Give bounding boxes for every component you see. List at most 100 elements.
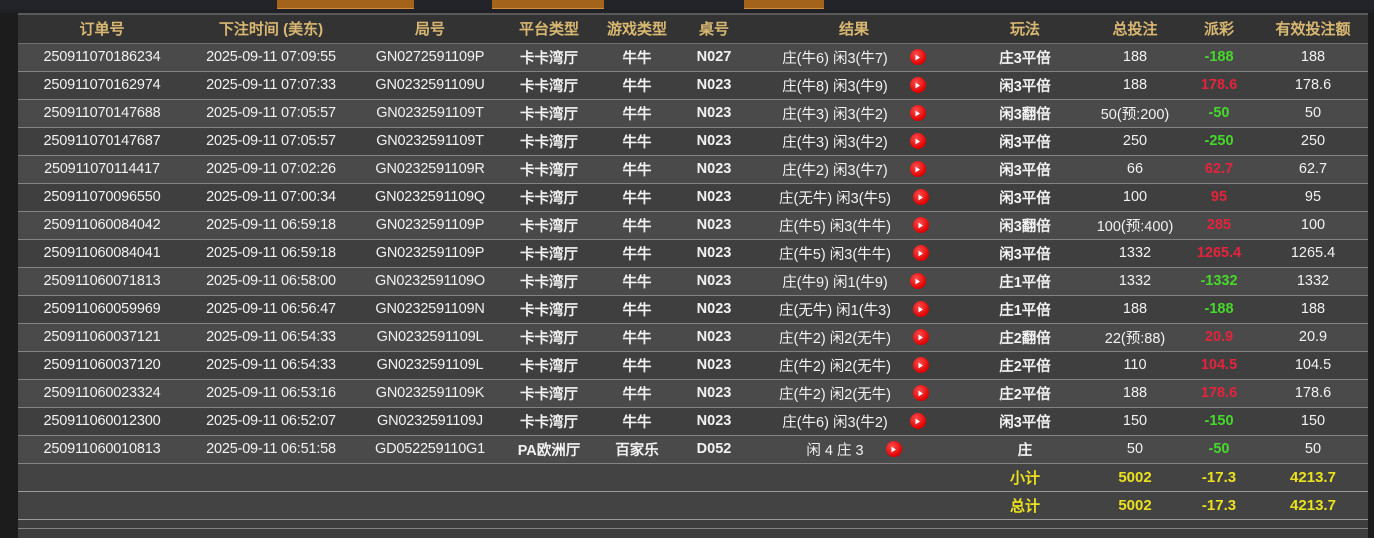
cell-play-type: 庄1平倍 [960, 295, 1090, 324]
cell-order-id: 250911060010813 [18, 435, 186, 464]
table-row[interactable]: 250911060010813 2025-09-11 06:51:58 GD0522… [18, 435, 1368, 464]
header-payout[interactable]: 派彩 [1180, 15, 1258, 44]
cell-play-type: 庄2平倍 [960, 379, 1090, 408]
cell-result: 庄(无牛) 闲1(牛3) [748, 295, 960, 324]
result-text: 庄(牛5) 闲3(牛牛) [779, 218, 891, 235]
result-text: 庄(无牛) 闲1(牛3) [779, 302, 891, 319]
header-result[interactable]: 结果 [748, 15, 960, 44]
play-icon[interactable] [909, 77, 926, 93]
header-play-type[interactable]: 玩法 [960, 15, 1090, 44]
cell-platform: 卡卡湾厅 [504, 267, 594, 296]
table-row[interactable]: 250911070114417 2025-09-11 07:02:26 GN0232… [18, 155, 1368, 184]
cell-bet-time: 2025-09-11 06:54:33 [186, 323, 356, 352]
header-game-type[interactable]: 游戏类型 [594, 15, 680, 44]
play-icon[interactable] [909, 49, 926, 65]
table-row[interactable]: 250911070096550 2025-09-11 07:00:34 GN0232… [18, 183, 1368, 212]
cell-round-id: GN0232591109T [356, 127, 504, 156]
cell-round-id: GN0232591109O [356, 267, 504, 296]
table-row[interactable]: 250911060071813 2025-09-11 06:58:00 GN0232… [18, 267, 1368, 296]
cell-order-id: 250911060084042 [18, 211, 186, 240]
header-bet-time[interactable]: 下注时间 (美东) [186, 15, 356, 44]
top-toolbar-strip [0, 0, 1374, 13]
toolbar-button-2[interactable] [492, 0, 604, 9]
cell-total-bet: 22(预:88) [1090, 323, 1180, 352]
header-valid-bet[interactable]: 有效投注额 [1258, 15, 1368, 44]
header-platform[interactable]: 平台类型 [504, 15, 594, 44]
table-row[interactable]: 250911060023324 2025-09-11 06:53:16 GN0232… [18, 379, 1368, 408]
play-icon[interactable] [912, 217, 929, 233]
table-row[interactable]: 250911060084042 2025-09-11 06:59:18 GN0232… [18, 211, 1368, 240]
cell-result: 闲 4 庄 3 [748, 435, 960, 464]
play-icon[interactable] [909, 133, 926, 149]
summary-valid-bet: 4213.7 [1258, 462, 1368, 492]
table-bottom-fill [18, 528, 1368, 538]
cell-result: 庄(牛5) 闲3(牛牛) [748, 239, 960, 268]
summary-total-bet: 5002 [1090, 490, 1180, 520]
cell-total-bet: 250 [1090, 127, 1180, 156]
cell-platform: 卡卡湾厅 [504, 71, 594, 100]
cell-order-id: 250911070114417 [18, 155, 186, 184]
cell-payout: 20.9 [1180, 323, 1258, 352]
play-icon[interactable] [912, 357, 929, 373]
table-row[interactable]: 250911060037120 2025-09-11 06:54:33 GN0232… [18, 351, 1368, 380]
summary-spacer: . [18, 462, 960, 492]
play-icon[interactable] [912, 329, 929, 345]
summary-total-bet: 5002 [1090, 462, 1180, 492]
cell-bet-time: 2025-09-11 07:05:57 [186, 99, 356, 128]
cell-valid-bet: 178.6 [1258, 71, 1368, 100]
table-row[interactable]: 250911070162974 2025-09-11 07:07:33 GN0232… [18, 71, 1368, 100]
cell-game-type: 牛牛 [594, 211, 680, 240]
play-icon[interactable] [912, 385, 929, 401]
cell-game-type: 牛牛 [594, 71, 680, 100]
cell-valid-bet: 100 [1258, 211, 1368, 240]
header-order-id[interactable]: 订单号 [18, 15, 186, 44]
summary-spacer: . [18, 490, 960, 520]
cell-table-no: N023 [680, 183, 748, 212]
cell-table-no: N023 [680, 323, 748, 352]
cell-platform: PA欧洲厅 [504, 435, 594, 464]
header-round-id[interactable]: 局号 [356, 15, 504, 44]
cell-order-id: 250911070096550 [18, 183, 186, 212]
cell-payout: 1265.4 [1180, 239, 1258, 268]
header-table-no[interactable]: 桌号 [680, 15, 748, 44]
cell-game-type: 牛牛 [594, 323, 680, 352]
cell-table-no: N027 [680, 43, 748, 72]
table-row[interactable]: 250911060084041 2025-09-11 06:59:18 GN0232… [18, 239, 1368, 268]
cell-round-id: GN0232591109P [356, 211, 504, 240]
result-text: 庄(牛2) 闲2(无牛) [779, 330, 891, 347]
cell-table-no: N023 [680, 155, 748, 184]
table-row[interactable]: 250911070147687 2025-09-11 07:05:57 GN0232… [18, 127, 1368, 156]
play-icon[interactable] [909, 105, 926, 121]
play-icon[interactable] [909, 273, 926, 289]
toolbar-button-1[interactable] [277, 0, 414, 9]
cell-bet-time: 2025-09-11 06:59:18 [186, 239, 356, 268]
cell-result: 庄(牛6) 闲3(牛2) [748, 407, 960, 436]
play-icon[interactable] [912, 189, 929, 205]
table-row[interactable]: 250911060037121 2025-09-11 06:54:33 GN0232… [18, 323, 1368, 352]
play-icon[interactable] [909, 413, 926, 429]
cell-valid-bet: 1265.4 [1258, 239, 1368, 268]
cell-table-no: D052 [680, 435, 748, 464]
cell-round-id: GN0232591109U [356, 71, 504, 100]
header-total-bet[interactable]: 总投注 [1090, 15, 1180, 44]
toolbar-button-3[interactable] [744, 0, 824, 9]
cell-game-type: 牛牛 [594, 183, 680, 212]
cell-payout: -188 [1180, 295, 1258, 324]
play-icon[interactable] [912, 245, 929, 261]
cell-table-no: N023 [680, 211, 748, 240]
cell-game-type: 牛牛 [594, 43, 680, 72]
cell-total-bet: 66 [1090, 155, 1180, 184]
play-icon[interactable] [885, 441, 902, 457]
table-row[interactable]: 250911070186234 2025-09-11 07:09:55 GN0272… [18, 43, 1368, 72]
cell-bet-time: 2025-09-11 06:51:58 [186, 435, 356, 464]
play-icon[interactable] [912, 301, 929, 317]
cell-valid-bet: 62.7 [1258, 155, 1368, 184]
play-icon[interactable] [909, 161, 926, 177]
table-row[interactable]: 250911070147688 2025-09-11 07:05:57 GN0232… [18, 99, 1368, 128]
table-row[interactable]: 250911060059969 2025-09-11 06:56:47 GN0232… [18, 295, 1368, 324]
table-row[interactable]: 250911060012300 2025-09-11 06:52:07 GN0232… [18, 407, 1368, 436]
cell-table-no: N023 [680, 407, 748, 436]
cell-platform: 卡卡湾厅 [504, 99, 594, 128]
